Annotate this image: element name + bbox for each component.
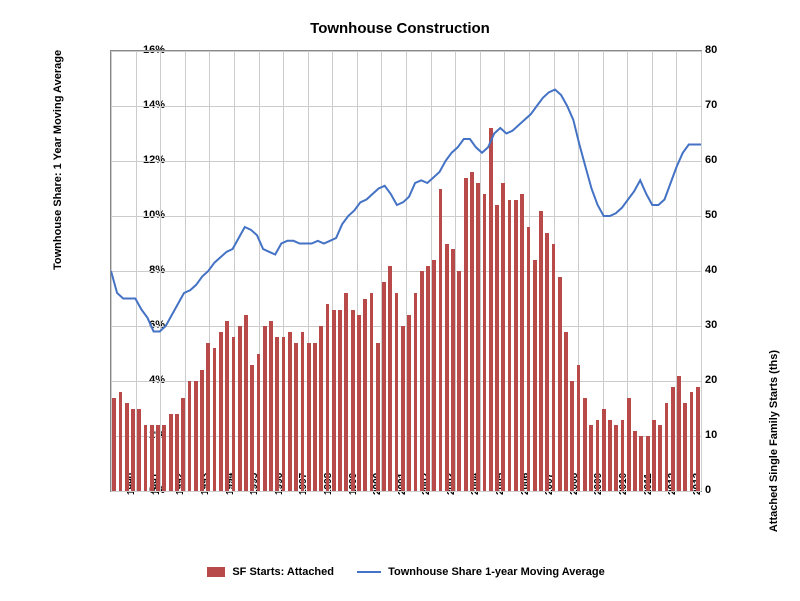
y-tick-right: 60 xyxy=(705,154,717,166)
line-svg xyxy=(111,51,701,491)
y-tick-right: 40 xyxy=(705,264,717,276)
y-axis-right-label: Attached Single Family Starts (ths) xyxy=(768,350,780,532)
y-tick-right: 20 xyxy=(705,374,717,386)
legend-bar-label: SF Starts: Attached xyxy=(232,566,334,578)
y-tick-right: 50 xyxy=(705,209,717,221)
plot-area xyxy=(110,50,702,492)
line-series xyxy=(111,90,701,332)
y-tick-right: 30 xyxy=(705,319,717,331)
legend-line-swatch xyxy=(357,571,381,573)
legend-bar-swatch xyxy=(207,567,225,577)
y-tick-right: 10 xyxy=(705,429,717,441)
y-tick-right: 0 xyxy=(705,484,711,496)
legend-line-label: Townhouse Share 1-year Moving Average xyxy=(388,566,605,578)
chart-title: Townhouse Construction xyxy=(40,20,760,37)
legend: SF Starts: Attached Townhouse Share 1-ye… xyxy=(40,566,760,578)
y-tick-right: 70 xyxy=(705,99,717,111)
chart-container: Townhouse Construction Townhouse Share: … xyxy=(40,20,760,580)
y-axis-left-label: Townhouse Share: 1 Year Moving Average xyxy=(52,50,64,270)
y-tick-right: 80 xyxy=(705,44,717,56)
